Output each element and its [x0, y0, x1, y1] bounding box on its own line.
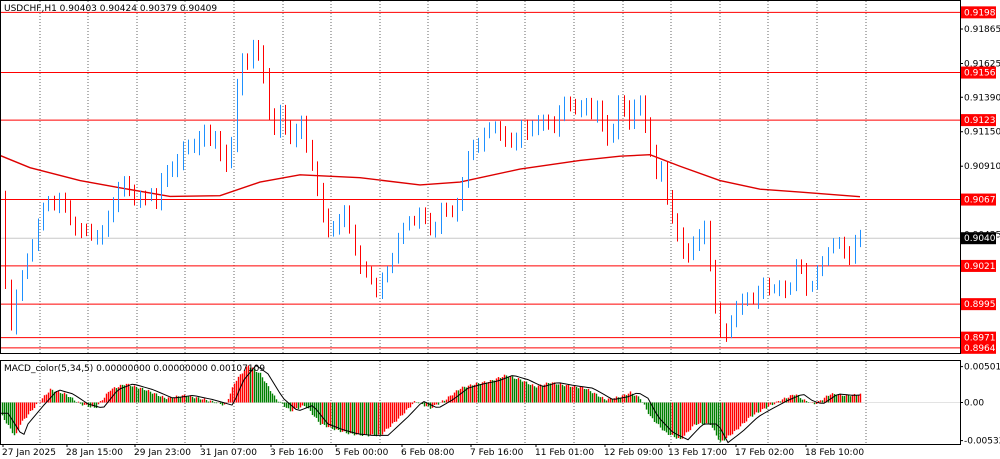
level-label: 0.91231 [964, 116, 1000, 126]
level-label-bg [961, 114, 996, 127]
x-tick-label: 28 Jan 15:00 [66, 448, 123, 458]
x-tick-label: 12 Feb 09:00 [604, 448, 663, 458]
level-label-bg [961, 66, 996, 79]
level-label: 0.90216 [964, 262, 1000, 272]
moving-average-line [0, 154, 861, 198]
current-price-bg [961, 232, 996, 245]
y-tick-label: 0.91865 [964, 25, 1000, 35]
level-label: 0.90678 [964, 196, 1000, 206]
macd-y-tick-label: 0.0050164 [964, 363, 1000, 373]
level-label: 0.91981 [964, 8, 1000, 18]
level-label: 0.89646 [964, 344, 1000, 354]
x-tick-label: 17 Feb 02:00 [735, 448, 794, 458]
macd-y-tick-label: -0.0053256 [964, 437, 1000, 447]
main-pane-border [0, 0, 961, 354]
level-label-bg [961, 6, 996, 19]
macd-signal-line [0, 364, 861, 444]
level-label: 0.91562 [964, 69, 1000, 79]
symbol-info: USDCHF,H1 0.90403 0.90424 0.90379 0.9040… [4, 4, 217, 14]
level-label-bg [961, 341, 996, 354]
moving-average [0, 154, 861, 198]
level-label: 0.89950 [964, 300, 1000, 310]
x-tick-label: 31 Jan 07:00 [200, 448, 257, 458]
macd-y-tick-label: 0.00 [964, 399, 984, 409]
x-tick-label: 11 Feb 01:00 [535, 448, 594, 458]
candles-group [5, 39, 861, 342]
macd-title: MACD_color(5,34,5) 0.00000000 0.00000000… [4, 364, 265, 374]
x-tick-label: 5 Feb 00:00 [335, 448, 389, 458]
macd-histogram [0, 364, 960, 444]
level-label-bg [961, 298, 996, 311]
x-tick-label: 7 Feb 16:00 [470, 448, 524, 458]
level-label-bg [961, 259, 996, 272]
x-tick-label: 13 Feb 17:00 [668, 448, 727, 458]
level-label-bg [961, 331, 996, 344]
x-tick-label: 6 Feb 08:00 [401, 448, 455, 458]
x-axis-labels: 27 Jan 2025 28 Jan 15:00 29 Jan 23:00 31 Ja… [2, 444, 864, 458]
y-tick-label: 0.91150 [964, 128, 1000, 138]
x-tick-label: 18 Feb 10:00 [805, 448, 864, 458]
x-tick-label: 27 Jan 2025 [2, 448, 56, 458]
y-axis-labels: 0.91865 0.91625 0.91390 0.91150 0.90910 0.904… [960, 6, 1000, 447]
x-tick-label: 3 Feb 16:00 [270, 448, 324, 458]
y-tick-label: 0.91390 [964, 93, 1000, 103]
horizontal-levels [0, 11, 960, 349]
level-label-bg [961, 193, 996, 206]
y-tick-label: 0.90910 [964, 162, 1000, 172]
level-label: 0.89717 [964, 334, 1000, 344]
x-tick-label: 29 Jan 23:00 [134, 448, 191, 458]
y-tick-label: 0.91625 [964, 59, 1000, 69]
current-price-label: 0.90409 [964, 234, 1000, 244]
